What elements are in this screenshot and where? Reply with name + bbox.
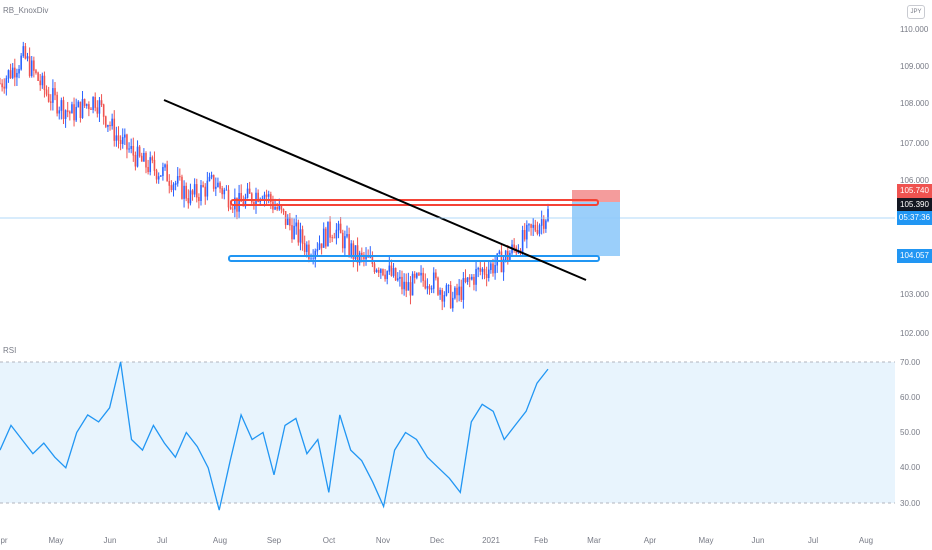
stop-loss-marker[interactable]: 105.740: [897, 184, 932, 198]
price-tick: 110.000: [900, 25, 929, 34]
candlestick-series: [0, 41, 549, 312]
time-label: Sep: [266, 536, 282, 545]
time-label: Aug: [858, 536, 874, 545]
rsi-tick: 60.00: [900, 393, 921, 402]
time-label: May: [698, 536, 714, 545]
rsi-tick: 30.00: [900, 499, 921, 508]
countdown-marker: 05:37:36: [897, 211, 932, 225]
price-tick: 103.000: [900, 290, 929, 299]
rsi-line: [0, 361, 549, 511]
time-label: Jul: [156, 536, 168, 545]
rsi-tick: 50.00: [900, 428, 921, 437]
rsi-tick: 40.00: [900, 463, 921, 472]
price-chart[interactable]: [0, 0, 895, 340]
time-label: Aug: [212, 536, 228, 545]
time-label: Nov: [375, 536, 391, 545]
time-label: pr: [0, 536, 8, 545]
symbol-label[interactable]: RB_KnoxDiv: [3, 6, 49, 15]
resistance-box: [230, 199, 599, 206]
time-label: Jul: [807, 536, 819, 545]
time-label: Feb: [534, 536, 548, 545]
rsi-label[interactable]: RSI: [3, 346, 17, 355]
time-label: Oct: [322, 536, 336, 545]
rsi-chart[interactable]: [0, 345, 895, 525]
rsi-band: [0, 362, 895, 503]
time-label: Apr: [643, 536, 657, 545]
price-tick: 102.000: [900, 329, 929, 338]
downtrend-line[interactable]: [163, 99, 587, 281]
price-tick: 109.000: [900, 62, 929, 71]
time-label: Jun: [103, 536, 117, 545]
time-label: Mar: [587, 536, 601, 545]
time-label: Dec: [429, 536, 445, 545]
take-profit-marker[interactable]: 104.057: [897, 249, 932, 263]
support-box: [228, 255, 600, 262]
time-label: Jun: [751, 536, 765, 545]
currency-badge[interactable]: JPY: [907, 5, 925, 19]
time-label: 2021: [482, 536, 500, 545]
rsi-tick: 70.00: [900, 358, 921, 367]
current-price-marker[interactable]: 105.390: [897, 198, 932, 212]
price-tick: 107.000: [900, 139, 929, 148]
price-tick: 108.000: [900, 99, 929, 108]
time-label: May: [48, 536, 64, 545]
price-tick: 106.000: [900, 176, 929, 185]
take-profit-zone: [572, 202, 620, 256]
